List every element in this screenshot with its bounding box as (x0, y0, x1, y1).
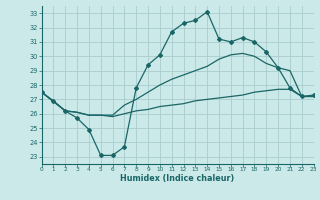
X-axis label: Humidex (Indice chaleur): Humidex (Indice chaleur) (120, 174, 235, 183)
